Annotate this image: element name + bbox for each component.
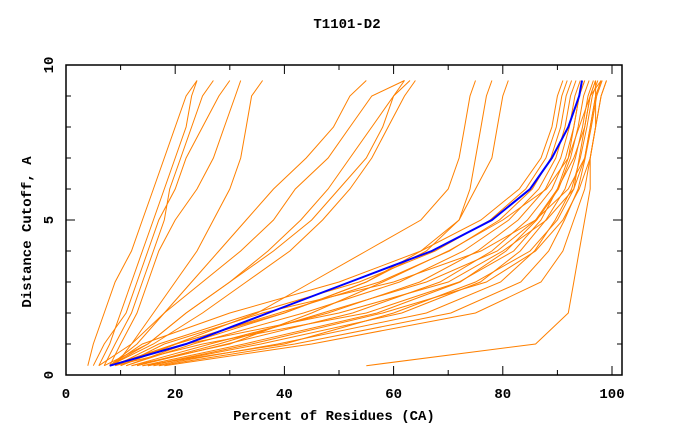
model-series-line — [109, 80, 416, 367]
model-series-line — [109, 80, 564, 367]
chart-title: T1101-D2 — [313, 17, 380, 33]
model-series-line — [114, 80, 586, 367]
series-layer — [87, 80, 607, 367]
model-series-line — [142, 80, 602, 367]
x-tick-label: 0 — [62, 387, 70, 403]
model-series-line — [109, 80, 509, 367]
plot-frame — [65, 64, 623, 376]
model-series-line — [98, 80, 405, 367]
model-series-line — [136, 80, 602, 367]
model-series-line — [142, 80, 590, 367]
model-series-line — [87, 80, 198, 366]
y-tick-label: 5 — [42, 216, 58, 224]
model-series-line — [109, 80, 476, 367]
model-series-line — [125, 80, 577, 367]
x-tick-label: 80 — [494, 387, 511, 403]
model-series-line — [114, 80, 493, 367]
model-series-line — [92, 80, 231, 366]
y-tick-label: 0 — [42, 371, 58, 379]
y-tick-label: 10 — [42, 57, 58, 74]
model-series-line — [125, 80, 597, 367]
model-series-line — [147, 80, 607, 367]
model-series-line — [153, 80, 599, 367]
model-series-line — [109, 80, 411, 367]
x-axis-label: Percent of Residues (CA) — [233, 409, 435, 425]
model-series-line — [366, 80, 597, 367]
y-axis-label: Distance Cutoff, A — [20, 156, 36, 308]
x-tick-label: 40 — [276, 387, 293, 403]
x-tick-label: 100 — [599, 387, 624, 403]
model-series-line — [114, 80, 264, 367]
model-series-line — [109, 80, 367, 367]
model-series-line — [131, 80, 597, 367]
x-tick-label: 20 — [167, 387, 184, 403]
model-series-line — [103, 80, 214, 366]
model-series-line — [109, 80, 242, 366]
model-series-line — [158, 80, 603, 367]
model-series-line — [98, 80, 198, 366]
ticks-layer: 0 20 40 60 80 100 0 5 10 — [42, 57, 625, 403]
highlight-series-line — [109, 80, 583, 367]
model-series-line — [120, 80, 573, 367]
x-tick-label: 60 — [385, 387, 402, 403]
model-series-line — [147, 80, 594, 367]
